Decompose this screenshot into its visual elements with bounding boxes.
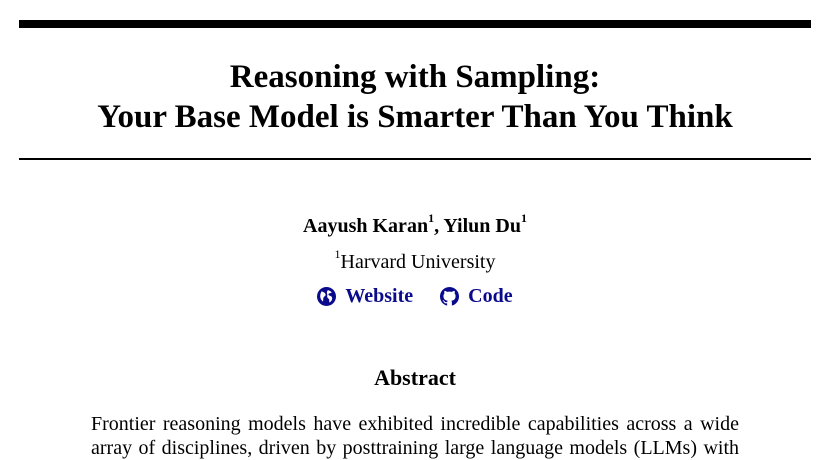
code-link-label: Code xyxy=(468,285,513,307)
paper-links: Website Code xyxy=(0,283,830,313)
title-bottom-rule xyxy=(19,158,811,160)
author-name: Aayush Karan xyxy=(303,215,429,237)
title-line-1: Reasoning with Sampling: xyxy=(229,59,601,95)
affiliation: 1Harvard University xyxy=(0,247,830,275)
affiliation-name: Harvard University xyxy=(340,251,496,273)
author-separator: , xyxy=(434,215,444,237)
code-link[interactable]: Code xyxy=(440,283,513,309)
abstract-line: array of disciplines, driven by posttrai… xyxy=(91,437,739,459)
top-rule xyxy=(19,20,811,28)
affiliation-mark: 1 xyxy=(334,247,341,262)
paper-title: Reasoning with Sampling: Your Base Model… xyxy=(0,57,830,137)
website-link-label: Website xyxy=(345,285,414,307)
abstract-body: Frontier reasoning models have exhibited… xyxy=(91,412,739,460)
website-link[interactable]: Website xyxy=(317,283,413,309)
globe-icon xyxy=(317,286,337,306)
affiliation-mark: 1 xyxy=(428,211,435,226)
affiliation-mark: 1 xyxy=(520,211,527,226)
abstract-line: Frontier reasoning models have exhibited… xyxy=(91,413,739,435)
author-name: Yilun Du xyxy=(443,215,521,237)
github-icon xyxy=(440,286,460,306)
author-list: Aayush Karan1, Yilun Du1 xyxy=(0,211,830,239)
title-line-2: Your Base Model is Smarter Than You Thin… xyxy=(97,99,733,135)
abstract-heading: Abstract xyxy=(374,365,456,390)
